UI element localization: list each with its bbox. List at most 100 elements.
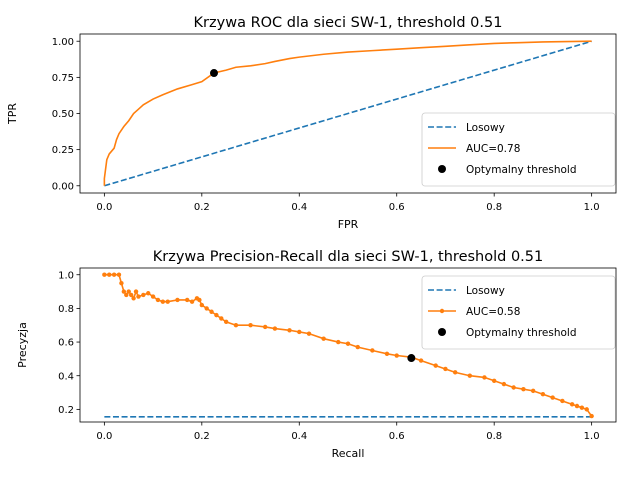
pr-curve-marker (384, 351, 390, 357)
pr-curve-marker (540, 392, 546, 397)
pr-curve-marker (185, 297, 190, 303)
roc-series-random-line (104, 40, 592, 187)
roc-legend: Losowy AUC=0.78 Optymalny threshold (421, 112, 616, 187)
pr-chart: Krzywa Precision-Recall dla sieci SW-1, … (16, 249, 617, 460)
roc-legend-label: Losowy (466, 122, 505, 134)
pr-x-tick-label: 1.0 (584, 431, 600, 442)
pr-legend-label: Optymalny threshold (466, 327, 577, 339)
pr-legend-marker (439, 308, 445, 314)
pr-curve-marker (150, 294, 156, 299)
roc-x-tick-label: 1.0 (584, 202, 600, 213)
pr-curve-marker (107, 272, 112, 277)
pr-curve-marker (131, 296, 136, 301)
pr-legend: Losowy AUC=0.58 Optymalny threshold (421, 275, 616, 350)
pr-curve-marker (136, 294, 141, 299)
pr-x-tick-label: 0.2 (194, 431, 210, 442)
pr-curve-marker (126, 289, 131, 294)
pr-y-axis-label: Precyzja (16, 322, 29, 368)
roc-y-tick-label: 0.25 (52, 145, 74, 156)
roc-y-tick-label: 0.75 (52, 73, 74, 84)
roc-y-axis-label: TPR (6, 103, 19, 125)
pr-curve-marker (574, 403, 580, 409)
pr-curve-marker (189, 299, 195, 304)
pr-x-tick-label: 0.4 (291, 431, 307, 442)
pr-curve-marker (589, 413, 594, 419)
pr-curve-marker (119, 280, 124, 286)
pr-curve-marker (355, 344, 360, 350)
pr-x-tick-label: 0.6 (389, 431, 405, 442)
pr-curve-marker (155, 297, 161, 303)
pr-legend-label: Losowy (466, 285, 505, 297)
pr-curve-marker (297, 329, 302, 335)
roc-chart: Krzywa ROC dla sieci SW-1, threshold 0.5… (6, 15, 617, 231)
pr-curve-marker (433, 363, 438, 368)
pr-curve-marker (530, 388, 536, 394)
pr-curve-marker (199, 302, 205, 308)
roc-y-tick-label: 1.00 (52, 37, 74, 48)
roc-y-tick-label: 0.00 (52, 181, 74, 192)
pr-curve-marker (579, 405, 585, 410)
pr-curve-marker (102, 272, 107, 277)
roc-chart-title: Krzywa ROC dla sieci SW-1, threshold 0.5… (194, 15, 503, 31)
pr-curve-marker (197, 297, 202, 303)
pr-curve-marker (165, 299, 170, 304)
roc-series-curve (103, 40, 592, 186)
pr-curve-marker (511, 385, 516, 390)
pr-curve-marker (209, 309, 214, 314)
pr-curve-marker (111, 272, 117, 277)
pr-curve-marker (467, 373, 473, 378)
pr-curve-marker (233, 323, 239, 328)
pr-curve-marker (482, 375, 487, 380)
roc-x-tick-label: 0.8 (486, 202, 502, 213)
pr-curve-marker (248, 323, 253, 328)
pr-curve-marker (370, 348, 375, 353)
pr-curve-marker (584, 407, 589, 412)
pr-curve-marker (306, 331, 312, 336)
pr-curve-marker (116, 272, 122, 277)
roc-y-tick-label: 0.50 (52, 109, 74, 120)
roc-x-tick-label: 0.4 (291, 202, 307, 213)
pr-y-tick-label: 0.6 (58, 338, 74, 349)
pr-curve-marker (501, 381, 507, 387)
pr-curve-marker (321, 336, 326, 341)
pr-curve-marker (491, 378, 497, 383)
pr-curve-marker (219, 316, 224, 321)
pr-curve-marker (146, 291, 151, 296)
pr-curve-marker (569, 402, 575, 407)
roc-x-axis-label: FPR (338, 218, 359, 231)
pr-x-tick-label: 0.8 (486, 431, 502, 442)
pr-curve-marker (223, 319, 229, 325)
pr-curve-marker (133, 289, 139, 294)
pr-y-tick-label: 0.8 (58, 304, 74, 315)
pr-curve-marker (214, 312, 219, 318)
pr-curve-marker (204, 306, 209, 311)
pr-y-tick-label: 1.0 (58, 270, 74, 281)
roc-legend-box (421, 112, 616, 187)
charts-layer: Krzywa ROC dla sieci SW-1, threshold 0.5… (6, 15, 617, 460)
pr-legend-label: AUC=0.58 (466, 306, 520, 318)
pr-curve-marker (124, 292, 129, 298)
pr-legend-optimal-marker (438, 328, 446, 336)
pr-curve-marker (345, 341, 351, 346)
pr-curve-marker (521, 386, 526, 392)
pr-x-tick-label: 0.0 (96, 431, 112, 442)
pr-y-tick-label: 0.4 (58, 371, 74, 382)
pr-curve-marker (394, 353, 399, 358)
pr-curve-marker (128, 292, 134, 298)
roc-x-tick-label: 0.0 (96, 202, 112, 213)
roc-legend-optimal-marker (438, 165, 446, 173)
pr-x-axis-label: Recall (332, 447, 365, 460)
pr-curve-marker (160, 299, 166, 304)
pr-curve-marker (175, 297, 180, 303)
roc-x-tick-label: 0.6 (389, 202, 405, 213)
pr-y-tick-label: 0.2 (58, 405, 74, 416)
pr-curve-marker (418, 358, 424, 363)
roc-x-tick-label: 0.2 (194, 202, 210, 213)
roc-legend-label: AUC=0.78 (466, 143, 520, 155)
pr-curve-marker (453, 370, 458, 375)
pr-curve-marker (287, 328, 292, 333)
roc-optimal-point (210, 69, 218, 78)
pr-curve-marker (550, 395, 555, 400)
